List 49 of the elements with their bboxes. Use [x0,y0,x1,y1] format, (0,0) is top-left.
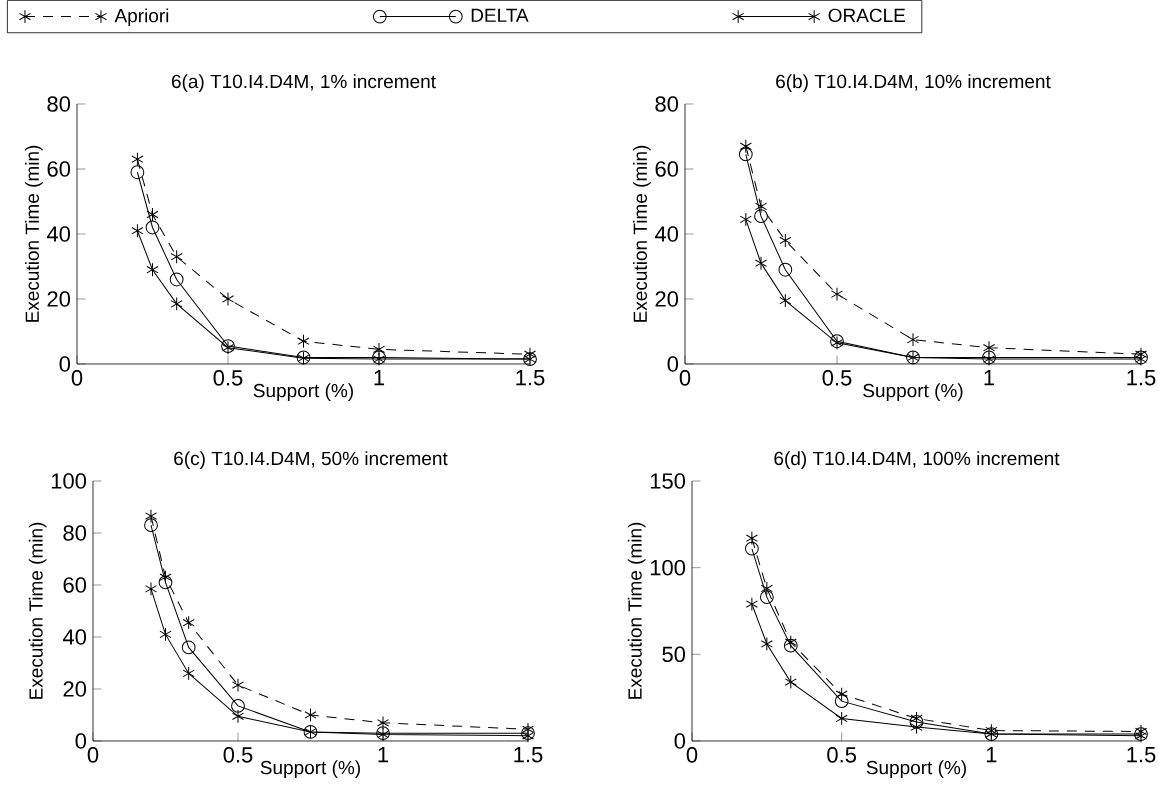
x-tick-label: 0.5 [822,370,852,386]
y-axis-title: Execution Time (min) [25,145,43,322]
y-tick-label: 0 [75,733,87,749]
y-tick-label: 40 [654,226,679,242]
y-tick-label: 100 [650,559,686,576]
y-axis-title: Execution Time (min) [28,522,47,699]
legend-label: ORACLE [828,8,906,23]
x-axis-title: Support (%) [260,760,360,779]
y-tick-label: 60 [655,161,679,177]
legend-label: Apriori [114,8,169,27]
x-tick-label: 0 [87,747,99,763]
y-tick-label: 150 [650,473,686,489]
x-tick-label: 1 [986,747,997,763]
y-tick-label: 80 [655,96,679,112]
x-tick-label: 1 [984,370,995,386]
x-axis-title: Support (%) [866,760,966,779]
legend-label: DELTA [471,8,529,22]
y-tick-label: 60 [47,161,71,177]
y-axis-title: Execution Time (min) [633,145,651,322]
x-tick-label: 1.5 [514,747,543,763]
x-tick-label: 0.5 [213,370,243,386]
y-tick-label: 40 [62,629,87,645]
y-tick-label: 0 [674,733,686,749]
x-tick-label: 1 [378,747,389,763]
y-tick-label: 50 [662,646,686,663]
y-tick-label: 80 [63,525,87,541]
chart-title: 6(c) T10.I4.D4M, 50% increment [174,451,448,469]
x-tick-label: 1.5 [516,370,545,386]
x-tick-label: 0.5 [827,747,857,763]
x-tick-label: 0.5 [223,747,253,763]
y-tick-label: 40 [46,226,71,242]
x-axis-title: Support (%) [253,383,353,402]
y-tick-label: 0 [59,356,71,372]
x-axis-title: Support (%) [863,383,963,402]
x-tick-label: 0 [686,747,698,763]
x-tick-label: 1.5 [1127,747,1156,763]
y-tick-label: 80 [47,96,71,112]
chart-title: 6(b) T10.I4.D4M, 10% increment [776,74,1051,92]
y-tick-label: 20 [63,681,87,697]
y-tick-label: 100 [51,473,87,489]
y-tick-label: 60 [63,577,87,593]
x-tick-label: 1.5 [1127,370,1156,386]
y-tick-label: 20 [655,291,679,307]
y-tick-label: 0 [667,356,679,372]
x-tick-label: 1 [374,370,385,386]
chart-title: 6(a) T10.I4.D4M, 1% increment [171,74,436,92]
chart-title: 6(d) T10.I4.D4M, 100% increment [774,451,1060,469]
y-axis-title: Execution Time (min) [627,522,646,699]
y-tick-label: 20 [47,291,71,307]
